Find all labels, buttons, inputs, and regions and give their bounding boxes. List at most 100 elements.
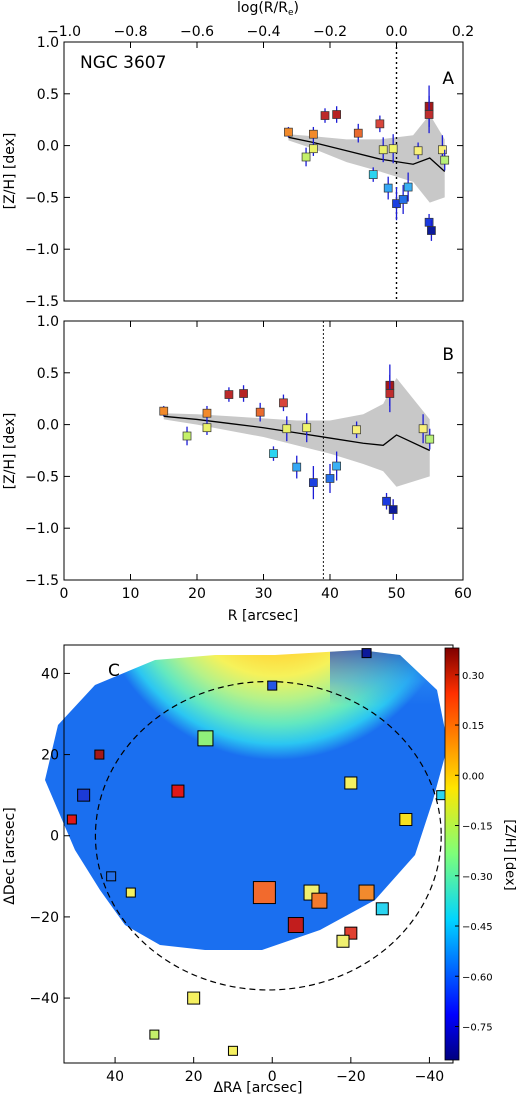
y-tick-label: 1.0: [37, 314, 59, 330]
x-tick-label: 50: [388, 586, 406, 602]
x-tick-label: 10: [122, 586, 140, 602]
data-point: [309, 144, 318, 154]
data-point: [385, 389, 395, 398]
data-point: [301, 152, 311, 162]
x-tick-label: 0: [60, 586, 69, 602]
x-tick-label: −20: [336, 1069, 366, 1085]
data-point: [418, 424, 428, 434]
panel-letter-c: C: [108, 661, 120, 681]
data-point: [284, 127, 293, 137]
y-axis-label: ΔDec [arcsec]: [2, 807, 18, 904]
y-axis-label: [Z/H] [dex]: [2, 413, 18, 490]
y-tick-label: 1.0: [37, 35, 59, 51]
y-tick-label: −1.5: [25, 294, 59, 310]
data-point: [325, 474, 335, 483]
map-point: [336, 934, 350, 948]
top-tick-label: −0.8: [114, 24, 148, 40]
panel-letter-b: B: [442, 345, 454, 365]
map-point: [66, 814, 77, 825]
data-point: [353, 128, 363, 138]
data-point: [159, 406, 169, 416]
data-point: [378, 145, 388, 155]
colorbar-ticks: 0.30 0.15 0.00 −0.15 −0.30 −0.45 −0.60 −0.75: [455, 671, 493, 1034]
y-axis-ticks: 1.0 0.5 0.0 −0.5 −1.0 −1.5: [25, 35, 463, 310]
data-point: [332, 110, 341, 119]
map-point: [361, 648, 372, 659]
map-point: [94, 749, 105, 760]
colorbar-tick-label: −0.15: [462, 822, 493, 833]
x-axis-ticks: 0 10 20 30 40 50 60: [60, 321, 472, 602]
y-tick-label: 0.5: [37, 366, 59, 382]
top-axis-ticks: −1.0 −0.8 −0.6 −0.4 −0.2 0.0 0.2: [47, 24, 474, 48]
map-point: [106, 871, 117, 882]
data-point: [279, 398, 288, 408]
galaxy-label: NGC 3607: [80, 53, 166, 73]
colorbar-tick-label: −0.45: [462, 922, 493, 933]
x-tick-label: 0: [268, 1069, 277, 1085]
top-tick-label: −0.6: [180, 24, 214, 40]
data-point: [413, 146, 423, 156]
y-tick-label: 0.0: [37, 418, 59, 434]
top-tick-label: −0.2: [313, 24, 347, 40]
data-point: [368, 170, 378, 179]
panel-a: 1.0 0.5 0.0 −0.5 −1.0 −1.5 −1.0 −0.8 −0.6 −0.4 −0…: [2, 0, 474, 310]
y-tick-label: 0.5: [37, 87, 59, 103]
map-point: [399, 813, 413, 827]
map-point: [375, 902, 389, 916]
map-point: [125, 887, 136, 898]
y-tick-label: 20: [41, 748, 59, 764]
y-tick-label: −1.0: [25, 242, 59, 258]
map-points: [66, 648, 447, 1056]
data-point: [383, 183, 393, 193]
colorbar-tick-label: −0.30: [462, 872, 493, 883]
y-tick-label: −0.5: [25, 190, 59, 206]
model-line: [163, 415, 431, 452]
data-point: [309, 478, 318, 487]
y-tick-label: 0.0: [37, 139, 59, 155]
top-tick-label: −1.0: [47, 24, 81, 40]
map-point: [311, 892, 328, 909]
data-point: [309, 129, 318, 139]
y-axis-label: [Z/H] [dex]: [2, 133, 18, 210]
model-curve: [163, 415, 431, 452]
data-point: [388, 505, 398, 514]
map-point: [287, 917, 304, 934]
data-point: [320, 111, 330, 120]
top-tick-label: 0.2: [452, 24, 474, 40]
data-point: [427, 226, 436, 235]
colorbar-tick-label: 0.30: [462, 671, 484, 682]
data-points: [284, 85, 450, 241]
data-point: [425, 434, 435, 444]
data-point: [438, 145, 447, 155]
map-point: [171, 784, 185, 798]
data-point: [239, 389, 248, 398]
panel-letter-a: A: [442, 69, 454, 89]
y-tick-label: −1.0: [25, 521, 59, 537]
data-point: [202, 423, 212, 433]
colorbar-tick-label: −0.60: [462, 972, 493, 983]
data-point: [292, 462, 302, 472]
data-point: [424, 110, 434, 119]
y-tick-label: 0: [50, 829, 59, 845]
x-tick-label: 40: [321, 586, 339, 602]
x-tick-label: 60: [454, 586, 472, 602]
data-point: [282, 424, 292, 434]
map-point: [227, 1045, 238, 1056]
map-point: [358, 884, 375, 901]
x-axis-label: ΔRA [arcsec]: [213, 1080, 302, 1096]
data-point: [202, 408, 212, 418]
panel-b: 1.0 0.5 0.0 −0.5 −1.0 −1.5 0 10 20 30 40 50 60 B [Z…: [2, 314, 472, 624]
data-point: [388, 144, 398, 154]
map-point: [344, 776, 358, 790]
colorbar: [444, 647, 460, 1061]
panel-c: 40 20 0 −20 −40 40 20 0 −20 −40 C ΔRA [arcsec] Δ…: [2, 644, 517, 1096]
colorbar-tick-label: −0.75: [462, 1023, 493, 1034]
data-point: [382, 496, 391, 506]
colorbar-tick-label: 0.15: [462, 721, 484, 732]
x-axis-label: R [arcsec]: [228, 608, 298, 624]
x-tick-label: 30: [255, 586, 273, 602]
data-point: [375, 119, 385, 129]
map-point: [252, 881, 276, 905]
x-axis-ticks: 40 20 0 −20 −40: [106, 1057, 444, 1085]
